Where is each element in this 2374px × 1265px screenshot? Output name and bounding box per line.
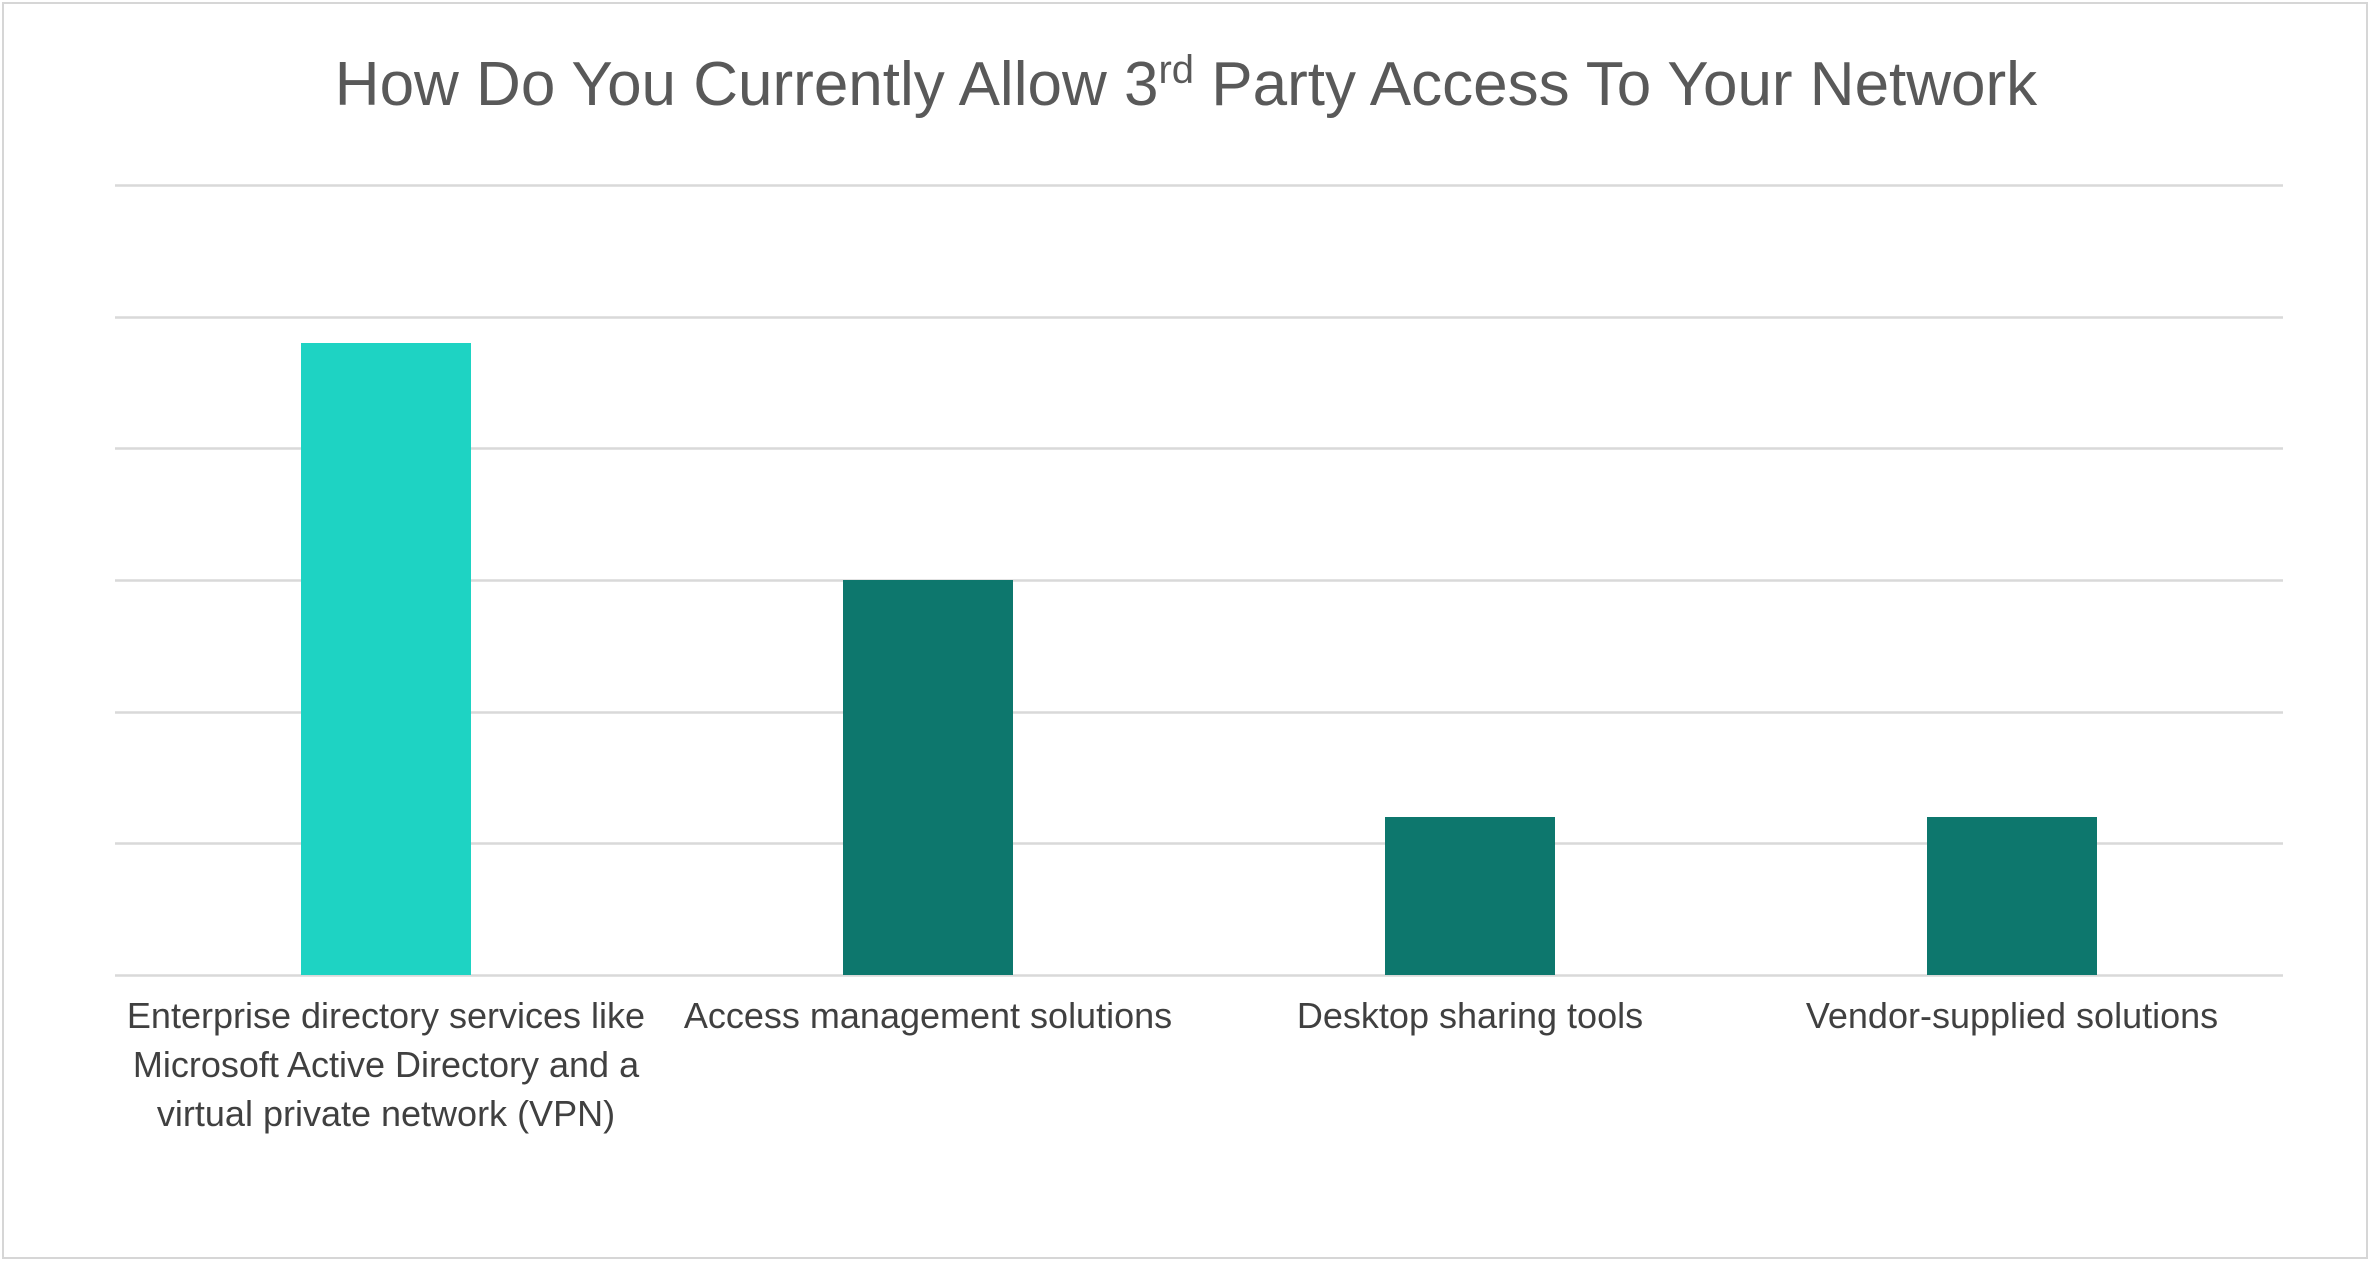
x-tick-label-line: virtual private network (VPN) <box>157 1093 615 1134</box>
x-tick-label-line: Access management solutions <box>684 995 1172 1036</box>
chart-title: How Do You Currently Allow 3rd Party Acc… <box>335 48 2038 119</box>
x-tick-label-1: Enterprise directory services like Micros… <box>127 995 645 1134</box>
bar-3 <box>1385 817 1555 975</box>
x-tick-label-2: Access management solutions <box>684 995 1172 1036</box>
x-tick-label-3: Desktop sharing tools <box>1297 995 1643 1036</box>
x-tick-label-line: Enterprise directory services like <box>127 995 645 1036</box>
x-axis-labels: Enterprise directory services like Micros… <box>127 995 2218 1134</box>
chart-title-main: How Do You Currently Allow 3 <box>335 50 1159 119</box>
bar-2 <box>843 580 1013 975</box>
x-tick-label-line: Desktop sharing tools <box>1297 995 1643 1036</box>
bars <box>301 343 2097 975</box>
x-tick-label-line: Microsoft Active Directory and a <box>133 1044 640 1085</box>
chart-title-rest: Party Access To Your Network <box>1194 50 2038 119</box>
bar-chart: How Do You Currently Allow 3rd Party Acc… <box>115 48 2283 1134</box>
bar-1 <box>301 343 471 975</box>
x-tick-label-line: Vendor-supplied solutions <box>1806 995 2218 1036</box>
chart-title-superscript: rd <box>1158 48 1194 92</box>
gridlines <box>115 184 2283 977</box>
x-tick-label-4: Vendor-supplied solutions <box>1806 995 2218 1036</box>
bar-4 <box>1927 817 2097 975</box>
